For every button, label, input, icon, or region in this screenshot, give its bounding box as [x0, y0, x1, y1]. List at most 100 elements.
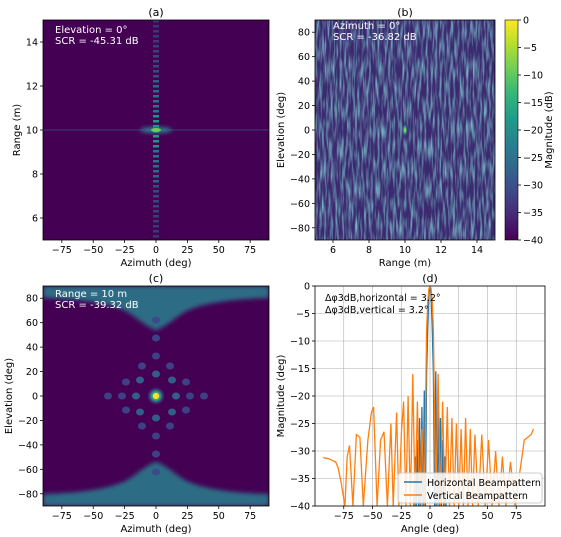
panel-c-xtick-label: −25 [115, 511, 135, 522]
panel-a-stripe [153, 175, 159, 178]
panel-a-ytick-label: 14 [26, 38, 38, 49]
panel-a-title: (a) [148, 6, 163, 19]
panel-c-peak-core [153, 393, 159, 399]
panel-d-xtick-label: 0 [427, 511, 433, 522]
panel-d-title: (d) [422, 272, 438, 285]
panel-d-ytick-label: −40 [290, 502, 310, 513]
panel-d-xlabel: Angle (deg) [401, 524, 459, 535]
panel-a-stripe [153, 185, 159, 188]
panel-c-sidelobe [152, 468, 160, 476]
colorbar-tick-label: −5 [523, 43, 537, 54]
panel-c-ytick-label: 60 [26, 318, 38, 329]
panel-a-peak [151, 128, 161, 132]
panel-c-sidelobe [166, 422, 174, 430]
panel-a-annotation-2: SCR = -45.31 dB [55, 36, 139, 47]
colorbar-tick-label: −10 [523, 71, 543, 82]
panel-b-ytick-label: 40 [298, 77, 310, 88]
panel-b-ytick-label: −20 [290, 150, 310, 161]
panel-a-stripe [153, 235, 159, 238]
panel-a-stripe [153, 100, 159, 103]
panel-c-ytick-label: −80 [18, 489, 38, 500]
vertical-beampattern-line [322, 286, 535, 506]
panel-c-sidelobe [186, 392, 194, 400]
panel-d-xtick-label: 50 [481, 511, 493, 522]
panel-c-xtick-label: 75 [244, 511, 256, 522]
panel-c-heatmap [43, 286, 269, 506]
panel-a-stripe [153, 125, 159, 128]
colorbar-tick-label: −20 [523, 126, 543, 137]
panel-a-stripe [153, 90, 159, 93]
panel-c-sidelobe [152, 316, 160, 324]
panel-c-top-sidelobe [43, 286, 269, 330]
panel-a-xtick-label: −75 [52, 245, 72, 256]
colorbar-tick-label: −15 [523, 98, 543, 109]
panel-b-xtick-label: 6 [330, 245, 336, 256]
panel-d: (d) Angle (deg) Magnitude (deg) Δφ3dB,ho… [276, 272, 546, 535]
panel-c-ytick-label: 80 [26, 294, 38, 305]
panel-a-stripe [153, 165, 159, 168]
panel-a-stripe [153, 195, 159, 198]
colorbar-tick-label: −40 [523, 236, 543, 247]
panel-a-stripe [153, 215, 159, 218]
panel-a-xtick-label: 50 [213, 245, 225, 256]
panel-a-ylabel: Range (m) [12, 104, 23, 157]
panel-a-stripe [153, 75, 159, 78]
panel-a-stripe [153, 210, 159, 213]
panel-c-sidelobe [136, 376, 144, 384]
colorbar-tick-label: 0 [523, 16, 529, 27]
panel-a-xtick-label: 0 [153, 245, 159, 256]
panel-c-sidelobe [122, 406, 130, 414]
panel-a-stripe [153, 115, 159, 118]
panel-b-ylabel: Elevation (deg) [276, 92, 287, 168]
panel-a-stripe [153, 225, 159, 228]
panel-a-stripe [153, 140, 159, 143]
panel-a-stripe [153, 150, 159, 153]
panel-c-ytick-label: −20 [18, 416, 38, 427]
panel-b-xtick-label: 10 [399, 245, 411, 256]
legend-label-vertical: Vertical Beampattern [427, 491, 528, 502]
panel-a-ytick-label: 10 [26, 126, 38, 137]
panel-c-xtick-label: −75 [52, 511, 72, 522]
panel-d-ylabel: Magnitude (deg) [276, 355, 287, 438]
panel-c-sidelobe [152, 352, 160, 360]
horizontal-beampattern-line [413, 286, 447, 506]
panel-c-sidelobe [152, 450, 160, 458]
legend-box [397, 472, 543, 504]
panel-d-xtick-label: −50 [362, 511, 382, 522]
panel-a-stripe [153, 55, 159, 58]
panel-d-ytick-label: −30 [290, 447, 310, 458]
colorbar-tick-label: −25 [523, 153, 543, 164]
panel-a-stripe [153, 180, 159, 183]
panel-a-stripe [153, 80, 159, 83]
panel-a-stripe [153, 40, 159, 43]
panel-a-heatmap [43, 20, 269, 238]
panel-c-sidelobe [122, 378, 130, 386]
panel-b: (b) Range (m) Elevation (deg) Azimuth = … [276, 6, 496, 269]
panel-a-xtick-label: 75 [244, 245, 256, 256]
panel-c-sidelobe [152, 414, 160, 422]
panel-d-xtick-label: 75 [510, 511, 522, 522]
panel-c-ytick-label: 40 [26, 343, 38, 354]
panel-c-ytick-label: 0 [32, 392, 38, 403]
panel-b-ytick-label: 80 [298, 28, 310, 39]
panel-a-stripe [153, 30, 159, 33]
panel-a-xtick-label: −50 [83, 245, 103, 256]
panel-c-sidelobe [182, 406, 190, 414]
panel-a-stripe [153, 70, 159, 73]
panel-d-xtick-label: −25 [391, 511, 411, 522]
panel-a-stripe [153, 205, 159, 208]
panel-a-stripe [153, 145, 159, 148]
panel-c-sidelobe [182, 378, 190, 386]
panel-c-title: (c) [149, 272, 164, 285]
panel-a-stripe [153, 85, 159, 88]
panel-a-stripe [153, 120, 159, 123]
panel-b-ytick-label: −80 [290, 223, 310, 234]
panel-a-xtick-label: −25 [115, 245, 135, 256]
panel-c-xtick-label: 25 [181, 511, 193, 522]
panel-b-xtick-label: 14 [471, 245, 483, 256]
panel-b-annotation-1: Azimuth = 0° [333, 21, 400, 32]
panel-a-stripe [153, 95, 159, 98]
panel-a-stripe [153, 220, 159, 223]
colorbar: 0 −5 −10 −15 −20 −25 −30 −35 −40 Magnitude (dB) [504, 16, 555, 247]
panel-a-stripe [153, 160, 159, 163]
